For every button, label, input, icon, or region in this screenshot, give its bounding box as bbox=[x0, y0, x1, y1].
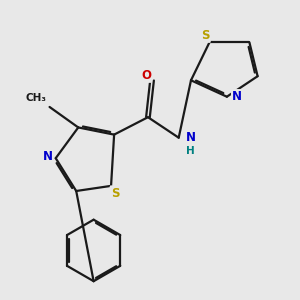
Text: N: N bbox=[232, 90, 242, 103]
Text: CH₃: CH₃ bbox=[26, 93, 46, 103]
Text: S: S bbox=[111, 187, 119, 200]
Text: S: S bbox=[201, 29, 210, 42]
Text: N: N bbox=[186, 131, 196, 144]
Text: N: N bbox=[43, 150, 52, 163]
Text: H: H bbox=[186, 146, 195, 156]
Text: O: O bbox=[141, 69, 151, 82]
